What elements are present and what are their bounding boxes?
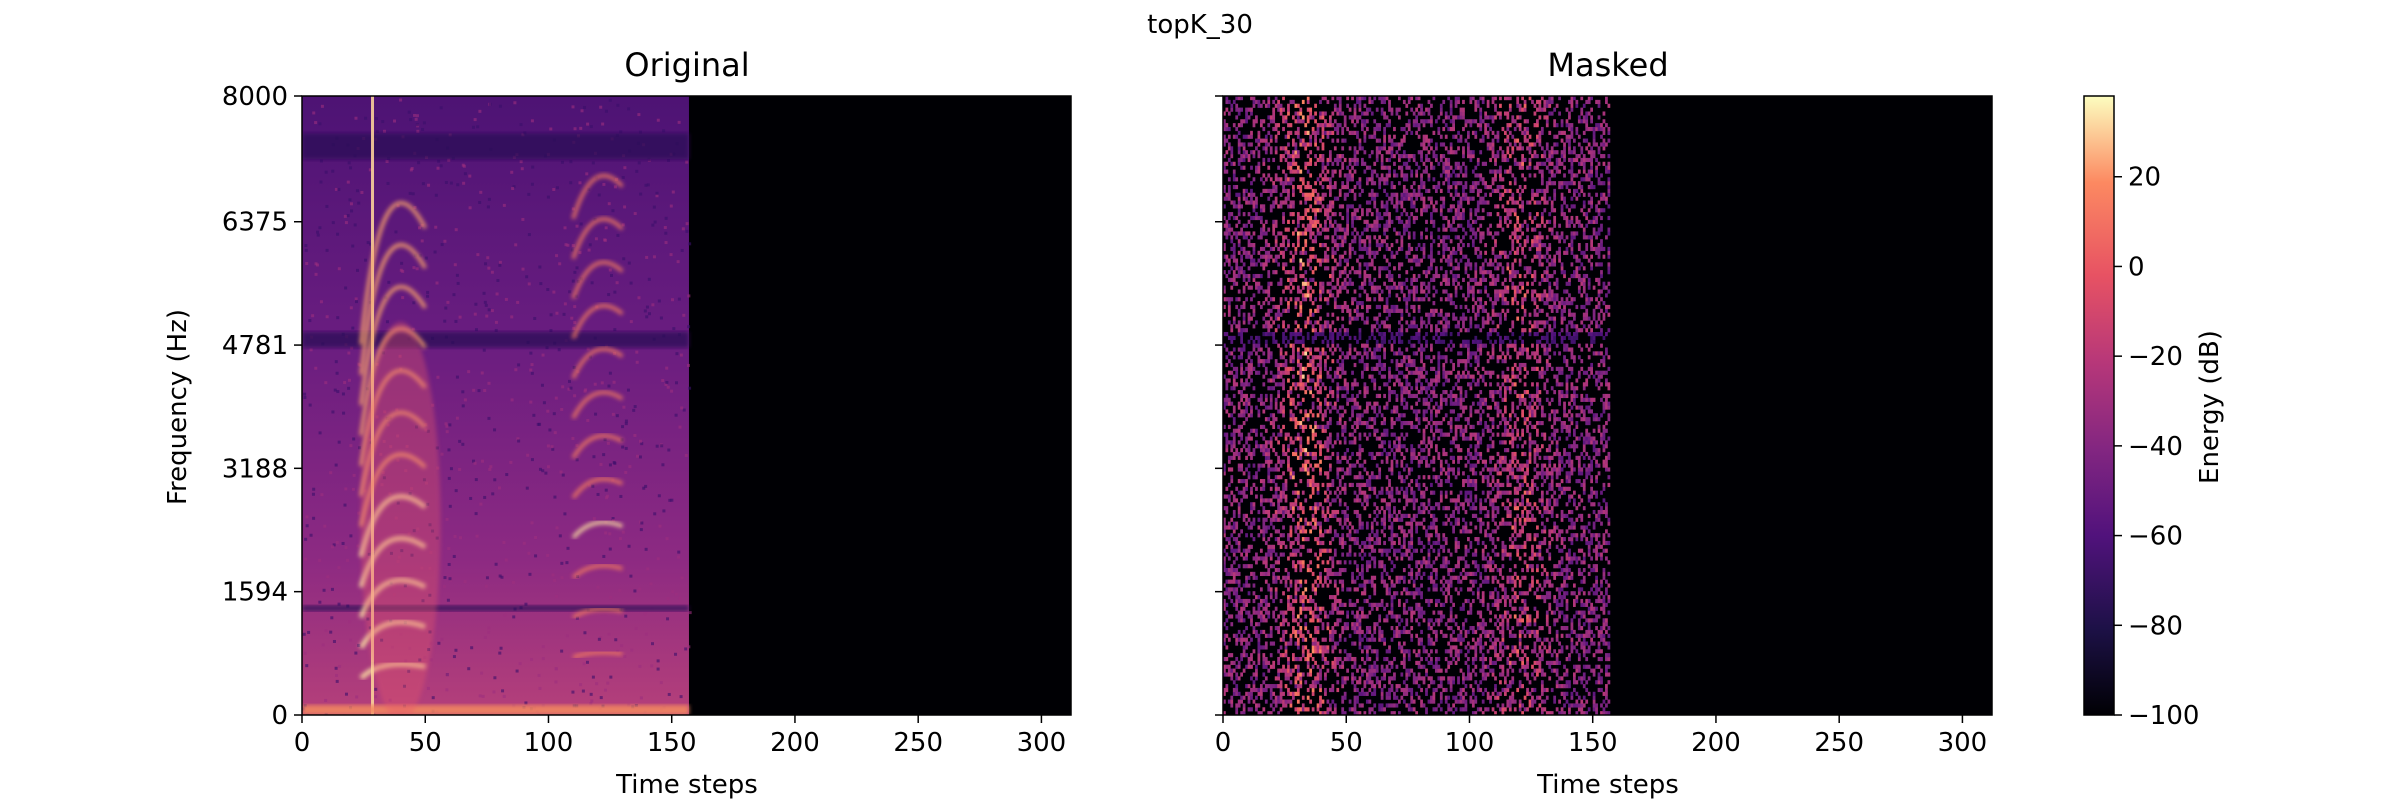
right-axes-frame: [1222, 95, 1993, 716]
right-x-axis-label: Time steps: [1537, 770, 1679, 800]
left-y-tick-label: 8000: [222, 82, 288, 112]
colorbar-tick-label: −20: [2128, 342, 2183, 372]
right-x-tick-label: 0: [1215, 728, 1232, 758]
colorbar: −100 −80 −60 −40 −20 0 20: [2083, 95, 2199, 731]
left-x-tick-label: 50: [409, 728, 442, 758]
original-spectrogram: [302, 96, 1071, 715]
left-x-tick-label: 150: [647, 728, 697, 758]
left-x-tick-label: 300: [1017, 728, 1067, 758]
left-plot-title: Original: [624, 46, 750, 84]
colorbar-tick-label: −60: [2128, 522, 2183, 552]
left-x-axis-label: Time steps: [616, 770, 758, 800]
left-x-tick-label: 250: [893, 728, 943, 758]
right-x-tick-label: 300: [1938, 728, 1988, 758]
left-y-tick-label: 4781: [222, 331, 288, 361]
colorbar-tick-label: 0: [2128, 252, 2145, 282]
colorbar-gradient: [2083, 95, 2115, 716]
left-axes-frame: [301, 95, 1072, 716]
right-x-tick-label: 250: [1814, 728, 1864, 758]
right-x-tick-label: 100: [1445, 728, 1495, 758]
colorbar-tick-label: −40: [2128, 432, 2183, 462]
right-plot-title: Masked: [1547, 46, 1669, 84]
left-y-tick-label: 6375: [222, 208, 288, 238]
masked-spectrogram: [1223, 96, 1992, 715]
colorbar-tick-label: −100: [2128, 701, 2199, 731]
left-y-tick-label: 3188: [222, 454, 288, 484]
colorbar-tick-label: 20: [2128, 163, 2161, 193]
left-y-tick-label: 0: [271, 701, 288, 731]
right-x-tick-label: 200: [1691, 728, 1741, 758]
colorbar-tick-label: −80: [2128, 611, 2183, 641]
left-y-tick-label: 1594: [222, 578, 288, 608]
right-x-tick-label: 50: [1330, 728, 1363, 758]
left-x-tick-label: 100: [524, 728, 574, 758]
left-x-tick-label: 200: [770, 728, 820, 758]
figure-suptitle: topK_30: [1147, 10, 1253, 40]
left-x-tick-label: 0: [294, 728, 311, 758]
right-x-tick-label: 150: [1568, 728, 1618, 758]
